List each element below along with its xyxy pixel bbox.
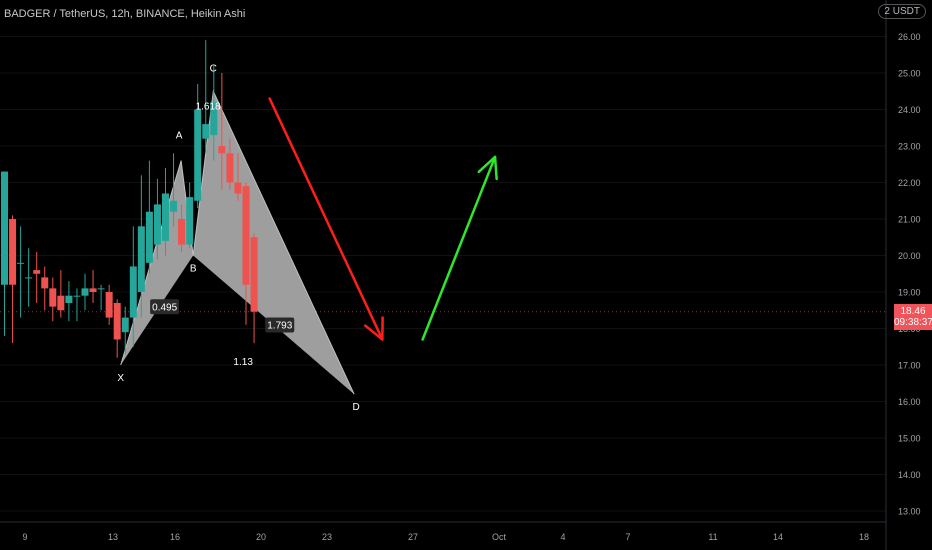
time-tick-label: 14 [773, 532, 783, 542]
candle-body [25, 277, 33, 279]
candle-body [194, 109, 202, 201]
candle-body [121, 317, 129, 333]
candle-body [145, 211, 153, 263]
candle-body [105, 292, 113, 318]
price-tick-label: 14.00 [898, 470, 921, 480]
candle-body [226, 153, 234, 183]
price-tick-label: 13.00 [898, 507, 921, 517]
ratio-label: 1.13 [233, 357, 253, 368]
pattern-point-c: C [210, 63, 217, 74]
ratio-label-text: 0.495 [152, 302, 177, 313]
price-tick-label: 26.00 [898, 32, 921, 42]
up-arrow-head [477, 155, 498, 181]
time-axis[interactable]: 9 13 16 20 23 27 Oct 4 7 11 14 18 [0, 521, 886, 542]
candle-body [89, 288, 97, 293]
price-tick-label: 25.00 [898, 69, 921, 79]
pattern-labels: X A B C D 1.618 0.495 1.793 1.13 [117, 63, 359, 413]
time-tick-label: 16 [170, 532, 180, 542]
chart-grid [0, 36, 886, 512]
time-tick-label: 13 [108, 532, 118, 542]
time-tick-label: 4 [560, 532, 565, 542]
price-tick-label: 17.00 [898, 361, 921, 371]
candle-body [210, 102, 218, 136]
candle-body [218, 146, 226, 154]
candle-body [113, 302, 121, 340]
ratio-label: 0.495 [150, 299, 180, 315]
time-tick-label: Oct [492, 532, 507, 542]
time-tick-label: 20 [256, 532, 266, 542]
candle-body [234, 182, 242, 194]
candle-body [186, 197, 194, 245]
down-arrow-shaft [268, 97, 384, 341]
pattern-outline [120, 89, 355, 395]
up-arrow [421, 155, 498, 341]
candle-body [49, 288, 57, 307]
price-tick-label: 15.00 [898, 434, 921, 444]
currency-badge[interactable]: 2 USDT [878, 4, 926, 19]
currency-prefix: 2 [884, 6, 890, 17]
price-tick-label: 24.00 [898, 105, 921, 115]
time-tick-label: 23 [322, 532, 332, 542]
last-price-value: 18.46 [900, 305, 926, 317]
candle-body [57, 295, 65, 311]
last-price-badge: 18.46 09:38:37 [894, 303, 932, 330]
candle-body [9, 219, 17, 285]
down-arrow-head [364, 316, 384, 341]
time-tick-label: 9 [22, 532, 27, 542]
time-tick-label: 27 [408, 532, 418, 542]
price-tick-label: 19.00 [898, 288, 921, 298]
up-arrow-shaft [421, 155, 497, 341]
price-axis[interactable]: 13.0014.0015.0016.0017.0018.0019.0020.00… [885, 0, 921, 550]
price-tick-label: 21.00 [898, 215, 921, 225]
pattern-point-a: A [176, 131, 183, 142]
candle-body [129, 266, 137, 318]
candle-body [41, 277, 49, 289]
time-tick-label: 18 [859, 532, 869, 542]
price-tick-label: 22.00 [898, 178, 921, 188]
candles [1, 40, 258, 358]
ratio-label: 1.618 [196, 102, 221, 113]
candle-body [17, 262, 25, 264]
pattern-point-d: D [353, 402, 360, 413]
pattern-triangle-bcd [193, 91, 355, 395]
candle-body [33, 270, 41, 274]
forecast-arrows [268, 97, 498, 341]
candle-body [178, 219, 186, 245]
candle-body [81, 288, 89, 296]
candle-body [170, 200, 178, 212]
candle-body [1, 171, 8, 285]
symbol-title: BADGER / TetherUS, 12h, BINANCE, Heikin … [4, 8, 246, 20]
candle-body [162, 193, 169, 241]
ratio-label-bg [265, 317, 295, 333]
candle-body [153, 204, 161, 245]
price-tick-label: 16.00 [898, 397, 921, 407]
time-tick-label: 11 [708, 532, 717, 542]
ratio-label: 1.793 [265, 317, 295, 333]
price-tick-label: 23.00 [898, 142, 921, 152]
ratio-label-text: 1.618 [196, 102, 221, 113]
candle-body [202, 124, 210, 139]
bar-countdown: 09:38:37 [894, 316, 932, 328]
pattern-point-b: B [190, 264, 197, 275]
currency-label: USDT [892, 6, 920, 17]
down-arrow [268, 97, 384, 341]
candle-body [97, 288, 105, 290]
ratio-label-text: 1.13 [233, 357, 253, 368]
candle-body [250, 237, 258, 312]
ratio-label-text: 1.793 [267, 321, 292, 332]
time-tick-label: 7 [625, 532, 630, 542]
candle-body [242, 186, 250, 285]
candle-body [137, 226, 145, 293]
pattern-point-x: X [117, 373, 124, 384]
candle-body [65, 295, 73, 303]
ratio-label-bg [150, 299, 180, 315]
price-tick-label: 20.00 [898, 251, 921, 261]
candle-body [73, 295, 81, 297]
